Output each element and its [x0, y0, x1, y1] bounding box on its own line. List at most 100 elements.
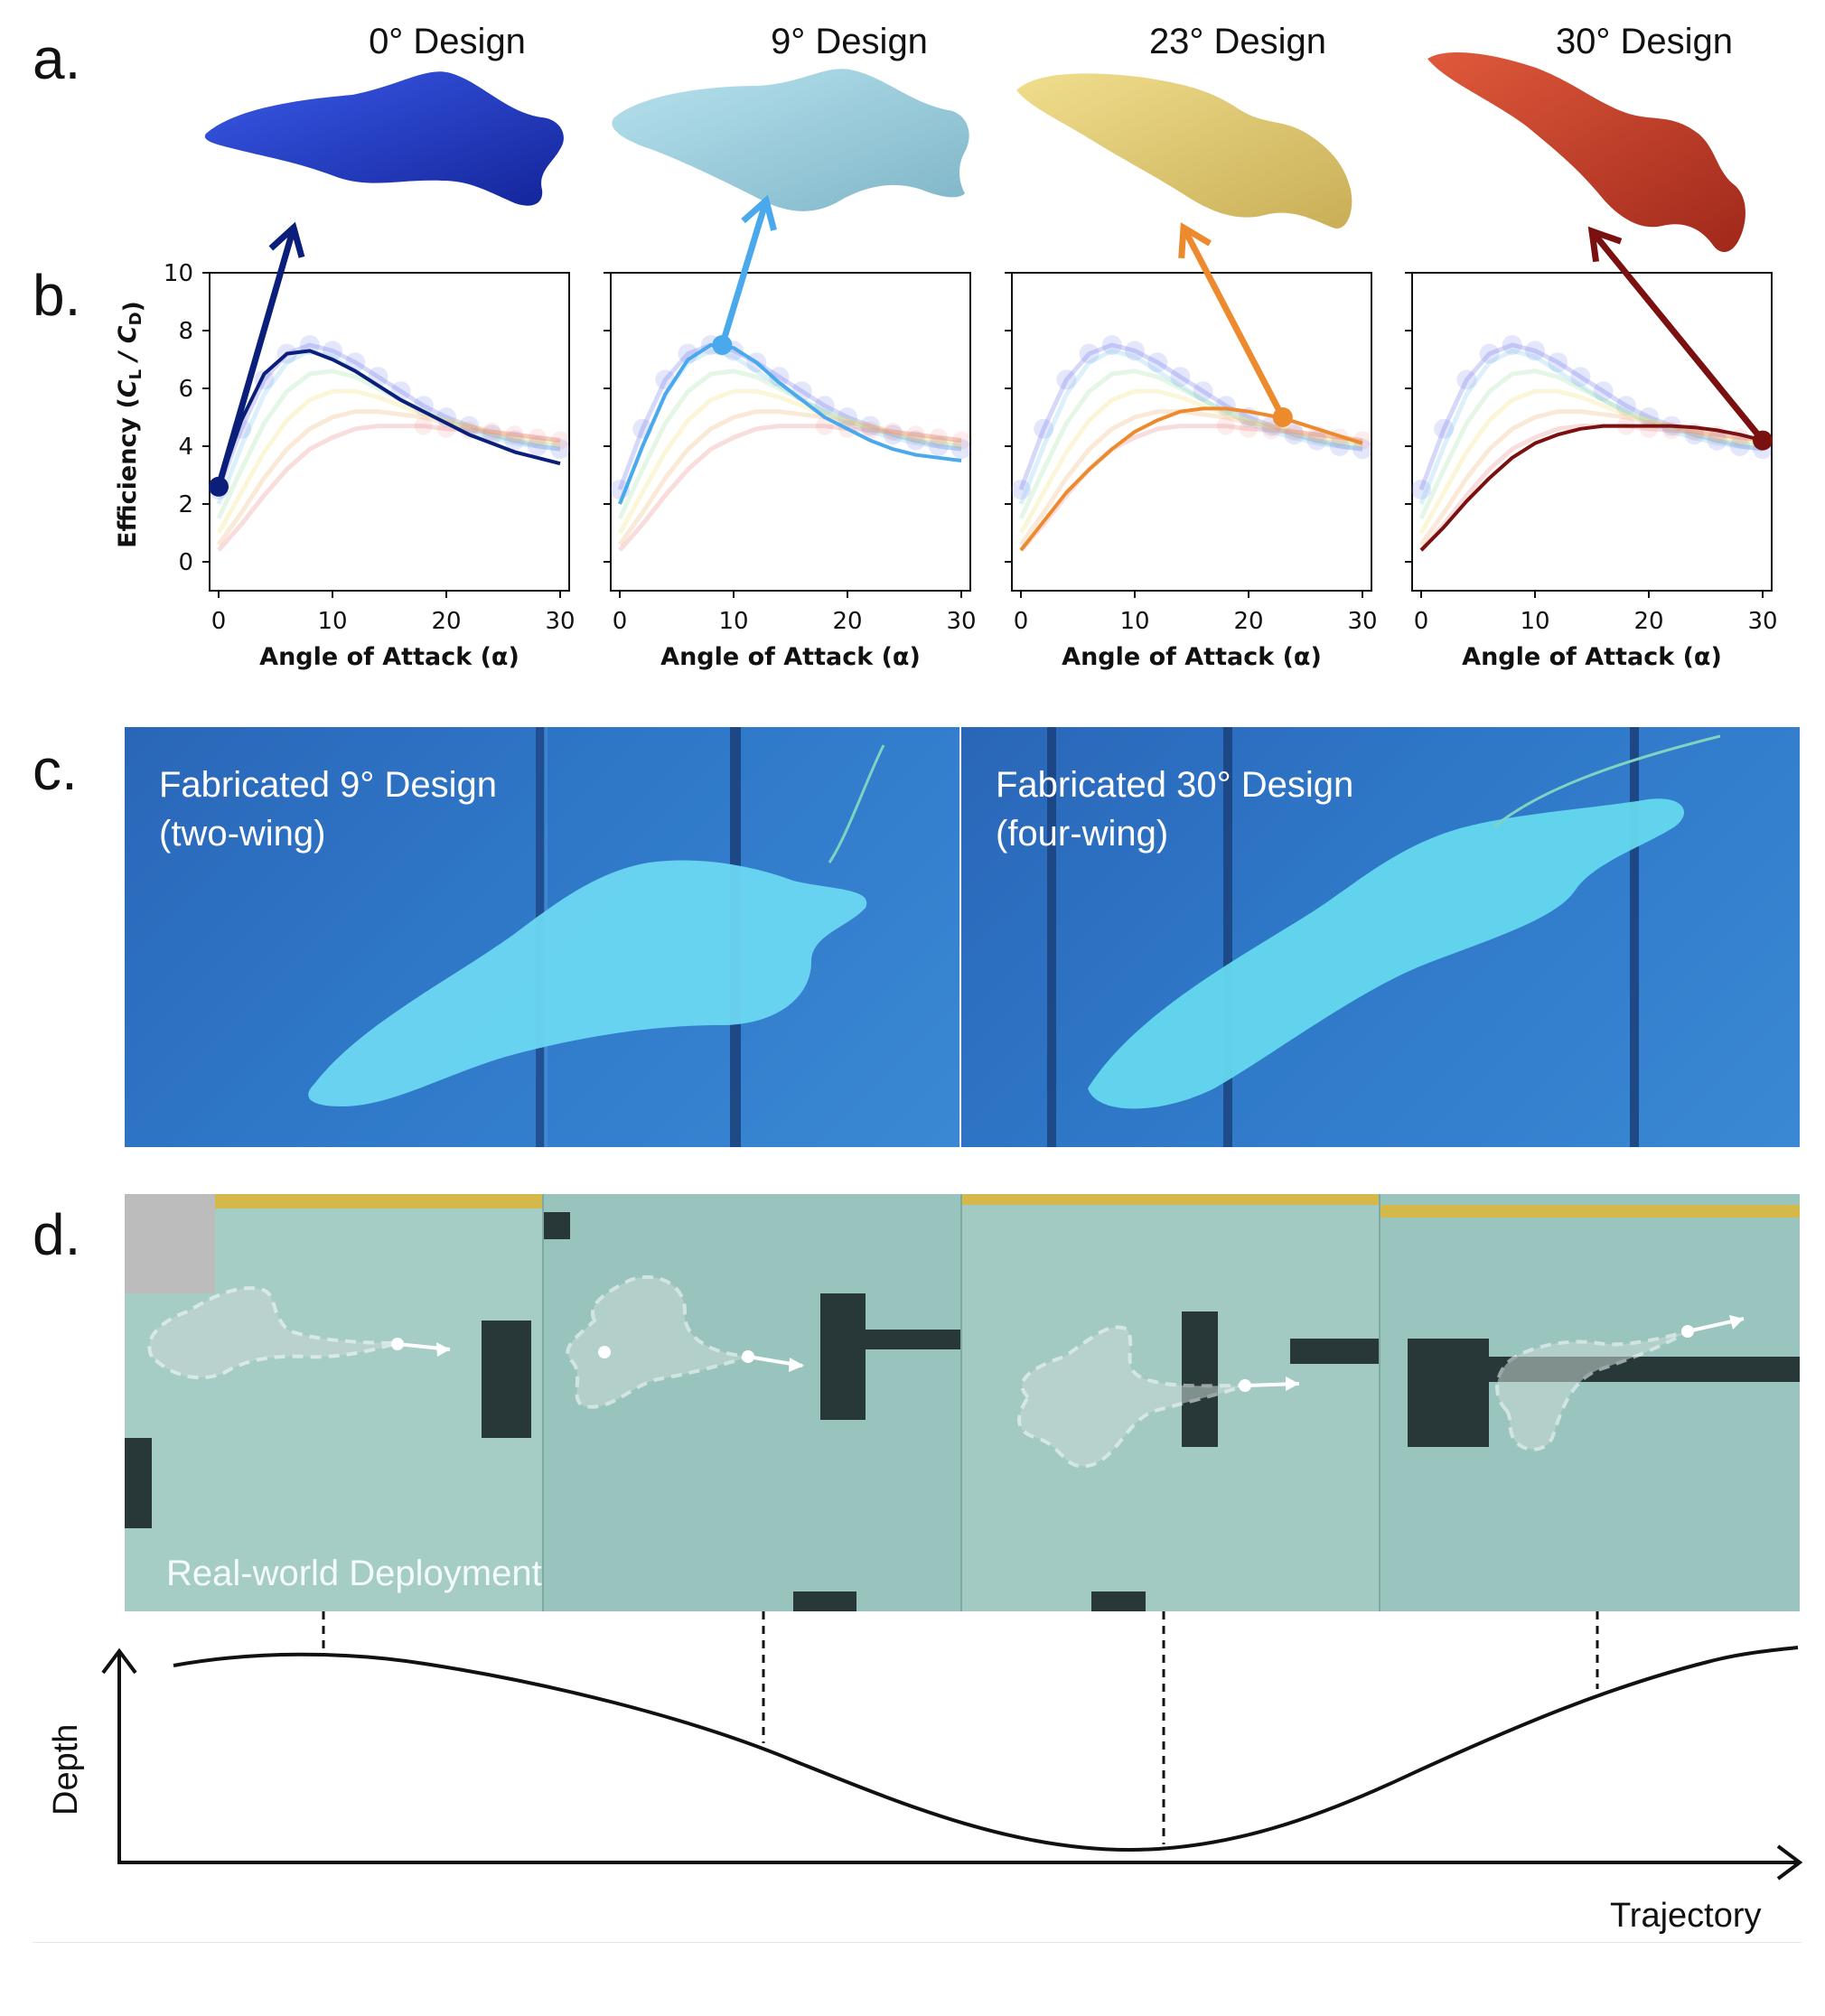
background-point [928, 436, 949, 456]
background-point [1170, 367, 1191, 387]
background-point [929, 428, 948, 447]
background-point [414, 416, 433, 435]
background-point [884, 423, 903, 441]
background-series-1 [1418, 348, 1764, 505]
photo-30-scene [1047, 727, 1721, 1147]
x-tick-label: 20 [1233, 608, 1263, 635]
design-link-arrowhead [741, 194, 777, 231]
background-point [860, 415, 881, 436]
background-point [1011, 480, 1031, 499]
y-axis-title: Efficiency (CL / CD) [114, 301, 147, 548]
background-point [838, 407, 857, 427]
background-point [1284, 425, 1305, 445]
design-title-23: 23° Design [1148, 22, 1327, 61]
background-series-0 [1418, 342, 1764, 490]
background-point [550, 439, 570, 460]
deployment-photo-strip [125, 1194, 1800, 1611]
background-point [1640, 419, 1658, 438]
design-link-arrow [719, 199, 770, 347]
panel-label-c: c. [33, 737, 78, 802]
chart-frame [610, 272, 971, 592]
photo-9-scene [308, 727, 885, 1147]
background-point [952, 431, 970, 450]
background-point [814, 396, 835, 416]
background-point [551, 431, 569, 450]
background-point [905, 430, 926, 451]
chart-panel-3: 0 10 20 30 Angle of Attack (α) [1405, 272, 1778, 671]
background-point [1240, 419, 1258, 438]
highlight-series-line [618, 343, 962, 505]
background-point [1193, 381, 1213, 402]
background-point [769, 367, 790, 387]
highlight-series-line [217, 349, 561, 488]
background-point [1570, 367, 1591, 387]
background-series-4 [617, 409, 962, 546]
background-point [1615, 396, 1636, 416]
background-point [1216, 416, 1235, 435]
background-point [1479, 343, 1500, 364]
design-link-arrow [215, 227, 297, 488]
background-series-5 [217, 424, 561, 552]
x-tick-label: 0 [1014, 608, 1029, 635]
background-series-2 [1018, 369, 1363, 520]
highlight-series-line [1019, 406, 1363, 552]
bottom-divider [33, 1942, 1802, 1943]
background-point [482, 423, 501, 441]
background-point [906, 425, 925, 444]
deployment-scene [125, 1194, 1800, 1611]
x-tick-label: 30 [545, 608, 575, 635]
design-title-9: 9° Design [771, 22, 928, 61]
photo-9-caption-line2: (two-wing) [159, 814, 326, 854]
robot-outline-4 [1495, 1315, 1745, 1451]
chart-frame [1411, 272, 1773, 592]
x-tick-label: 0 [613, 608, 628, 635]
background-series-3 [216, 388, 561, 535]
design-30-shape [1427, 51, 1745, 253]
x-tick-label: 10 [1119, 608, 1149, 635]
background-point [504, 430, 525, 451]
background-point [678, 343, 698, 364]
efficiency-charts: Efficiency (CL / CD) 0 10 20 30 0 2 4 6 8 10 Angle… [114, 194, 1778, 671]
background-point [1079, 343, 1100, 364]
background-point [861, 421, 880, 440]
background-series-4 [216, 409, 561, 546]
background-series-2 [617, 369, 962, 520]
x-tick-label: 20 [1633, 608, 1663, 635]
background-point [1056, 369, 1077, 390]
x-tick-label: 0 [211, 608, 227, 635]
x-tick-label: 30 [1747, 608, 1777, 635]
robot-outline-2 [566, 1274, 749, 1409]
background-series-3 [617, 388, 962, 535]
background-series-3 [1418, 388, 1764, 535]
background-point [528, 428, 547, 447]
background-point [1262, 421, 1281, 440]
background-series-3 [1018, 388, 1363, 535]
depth-curve [173, 1646, 1799, 1853]
panel-label-d: d. [33, 1202, 81, 1267]
photo-9-caption: Fabricated 9° Design (two-wing) [159, 761, 497, 858]
background-point [1639, 407, 1659, 427]
background-series-2 [1418, 369, 1764, 520]
highlight-series-line [1419, 424, 1764, 552]
chart-panel-0: 0 10 20 30 0 2 4 6 8 10 Angle of Attack (α) [164, 260, 576, 671]
background-point [1411, 480, 1431, 499]
panel-label-b: b. [33, 263, 81, 328]
background-point [1147, 352, 1168, 373]
background-series-5 [618, 424, 962, 552]
depth-axis-label: Depth [47, 1723, 85, 1815]
background-series-0 [1018, 342, 1363, 490]
background-point [1125, 341, 1145, 361]
background-series-4 [1018, 409, 1363, 546]
panel-label-a: a. [33, 26, 81, 91]
background-point [1729, 436, 1750, 456]
x-tick-label: 10 [1520, 608, 1549, 635]
background-point [1353, 431, 1371, 450]
photo-30-caption: Fabricated 30° Design (four-wing) [996, 761, 1353, 858]
design-23-shape [1016, 73, 1352, 229]
depth-trajectory-plot [101, 1611, 1803, 1881]
x-axis-title: Angle of Attack (α) [660, 643, 921, 671]
background-point [1707, 430, 1727, 451]
photo-fabricated-9 [125, 727, 959, 1147]
background-point [1306, 430, 1327, 451]
trajectory-axis-arrowhead [1776, 1844, 1803, 1881]
